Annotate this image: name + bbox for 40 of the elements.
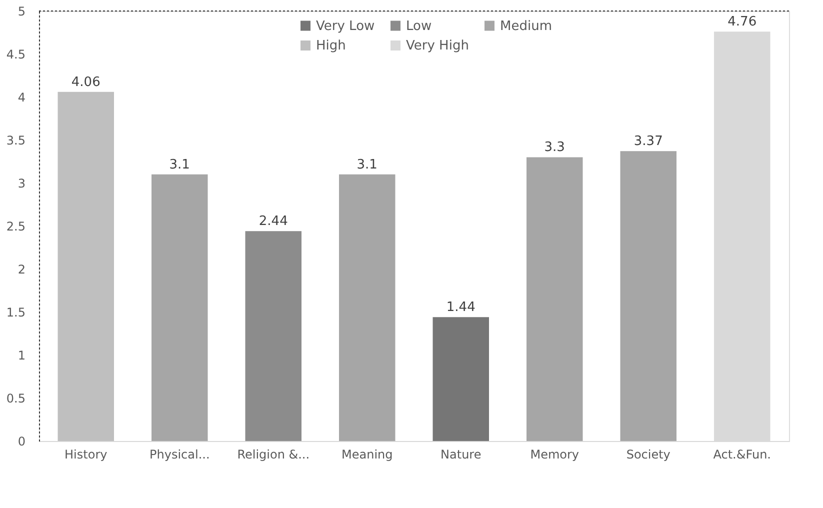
bar [58, 92, 114, 441]
data-label: 3.1 [356, 157, 378, 172]
data-label: 3.3 [544, 140, 565, 156]
x-tick-label: Act.&Fun. [713, 448, 771, 462]
legend-label: Very High [406, 38, 469, 54]
y-tick-label: 0 [18, 434, 26, 448]
data-label: 3.37 [634, 134, 663, 150]
x-tick-label: History [64, 448, 108, 462]
y-tick-label: 4.5 [6, 48, 26, 62]
x-tick-label: Memory [530, 448, 580, 462]
bar [714, 32, 770, 441]
data-label: 4.06 [71, 74, 100, 90]
bar [339, 174, 396, 441]
legend-label: Very Low [316, 18, 376, 34]
y-tick-label: 0.5 [6, 392, 26, 406]
legend-label: Medium [500, 18, 552, 34]
bar [245, 231, 302, 441]
data-label: 4.76 [728, 14, 757, 30]
y-tick-label: 2 [18, 262, 26, 276]
y-tick-label: 1 [18, 348, 26, 362]
y-tick-label: 2.5 [6, 220, 26, 234]
y-tick-label: 3.5 [6, 134, 26, 148]
data-label: 3.1 [169, 157, 190, 172]
x-tick-label: Physical... [149, 448, 210, 462]
x-tick-label: Society [626, 448, 670, 462]
y-tick-label: 5 [18, 4, 26, 18]
bar [432, 317, 489, 441]
y-tick-label: 1.5 [6, 306, 26, 320]
x-tick-label: Nature [440, 448, 482, 462]
data-label: 1.44 [446, 300, 476, 316]
y-tick-label: 4 [18, 90, 26, 104]
x-tick-label: Religion &... [237, 448, 310, 462]
bar [152, 174, 208, 441]
y-tick-label: 3 [18, 176, 26, 190]
bar [620, 151, 676, 441]
bar [526, 157, 583, 441]
legend-label: Low [406, 18, 432, 34]
x-tick-label: Meaning [341, 448, 393, 462]
legend-label: High [316, 38, 346, 54]
data-label: 2.44 [258, 214, 288, 230]
